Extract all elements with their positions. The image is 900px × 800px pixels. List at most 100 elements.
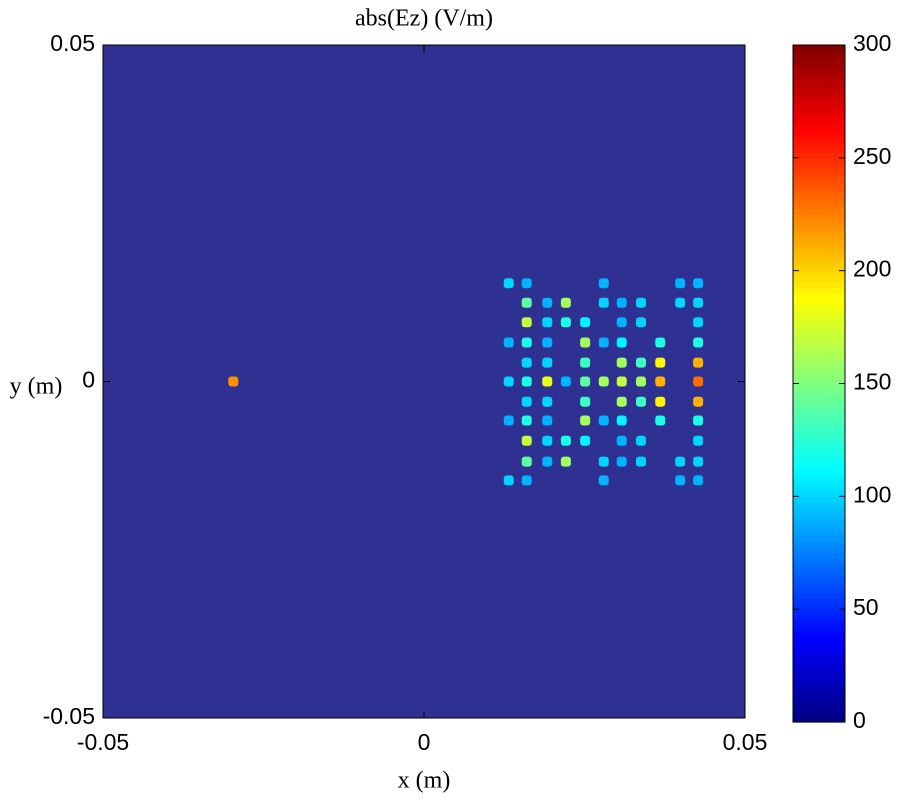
- colorbar-band: [793, 552, 845, 559]
- colorbar-band: [793, 468, 845, 475]
- hotspot: [521, 456, 532, 467]
- colorbar-band: [793, 248, 845, 255]
- colorbar-band: [793, 406, 845, 413]
- hotspot: [580, 337, 591, 348]
- colorbar-band: [793, 61, 845, 69]
- colorbar-band: [793, 293, 845, 300]
- hotspot: [598, 475, 609, 486]
- colorbar-band: [793, 614, 845, 622]
- colorbar-band: [793, 259, 845, 266]
- hotspot: [503, 337, 514, 348]
- hotspot: [635, 317, 646, 328]
- colorbar-band: [793, 456, 845, 464]
- hotspot: [580, 357, 591, 368]
- colorbar-band: [793, 152, 845, 159]
- colorbar-band: [793, 422, 845, 430]
- y-axis-label: y (m): [10, 374, 63, 400]
- hotspot: [693, 317, 704, 328]
- hotspot: [560, 317, 571, 328]
- colorbar-band: [793, 518, 845, 526]
- hotspot: [521, 435, 532, 446]
- colorbar-band: [793, 411, 845, 418]
- hotspot: [693, 278, 704, 289]
- hotspot: [693, 376, 704, 387]
- hotspot: [655, 415, 666, 426]
- colorbar-band: [793, 631, 845, 638]
- colorbar-band: [793, 56, 845, 63]
- colorbar-band: [793, 118, 845, 125]
- colorbar-band: [793, 643, 845, 650]
- x-tick-label: 0: [418, 729, 431, 755]
- colorbar-band: [793, 315, 845, 323]
- colorbar-band: [793, 157, 845, 165]
- hotspot: [521, 415, 532, 426]
- hotspot: [693, 297, 704, 308]
- colorbar-band: [793, 95, 845, 103]
- colorbar-tick-label: 300: [853, 30, 891, 56]
- colorbar-band: [793, 129, 845, 136]
- hotspot: [598, 337, 609, 348]
- colorbar-tick-label: 150: [853, 369, 891, 395]
- hotspot: [693, 435, 704, 446]
- colorbar-band: [793, 281, 845, 289]
- colorbar-band: [793, 338, 845, 345]
- colorbar-band: [793, 659, 845, 667]
- colorbar-band: [793, 214, 845, 221]
- hotspot: [616, 396, 627, 407]
- hotspot: [580, 376, 591, 387]
- colorbar-band: [793, 682, 845, 689]
- colorbar-band: [793, 671, 845, 678]
- colorbar-band: [793, 50, 845, 57]
- x-axis-label: x (m): [398, 768, 451, 794]
- colorbar-band: [793, 78, 845, 86]
- y-tick-label: 0.05: [50, 30, 95, 56]
- x-tick-label: -0.05: [77, 729, 129, 755]
- colorbar-band: [793, 169, 845, 176]
- colorbar-band: [793, 287, 845, 294]
- colorbar-band: [793, 180, 845, 187]
- colorbar-band: [793, 569, 845, 576]
- colorbar-band: [793, 626, 845, 633]
- hotspot: [542, 435, 553, 446]
- hotspot: [616, 415, 627, 426]
- hotspot: [635, 396, 646, 407]
- colorbar-band: [793, 547, 845, 554]
- colorbar-band: [793, 693, 845, 701]
- hotspot: [542, 337, 553, 348]
- colorbar-band: [793, 101, 845, 108]
- colorbar-band: [793, 253, 845, 260]
- hotspot: [675, 278, 686, 289]
- hotspot: [693, 456, 704, 467]
- colorbar-band: [793, 564, 845, 571]
- hotspot: [693, 337, 704, 348]
- hotspot: [655, 337, 666, 348]
- colorbar-band: [793, 665, 845, 672]
- hotspot: [503, 376, 514, 387]
- hotspot: [542, 317, 553, 328]
- colorbar-band: [793, 231, 845, 238]
- colorbar-band: [793, 349, 845, 356]
- colorbar-band: [793, 400, 845, 407]
- plot-area: [102, 44, 746, 719]
- hotspot: [228, 376, 239, 387]
- hotspot: [635, 357, 646, 368]
- colorbar-band: [793, 45, 845, 52]
- colorbar-band: [793, 383, 845, 390]
- colorbar-band: [793, 191, 845, 198]
- colorbar-band: [793, 580, 845, 588]
- colorbar-band: [793, 270, 845, 277]
- colorbar-band: [793, 513, 845, 520]
- colorbar-band: [793, 535, 845, 543]
- colorbar-band: [793, 242, 845, 249]
- colorbar-band: [793, 575, 845, 582]
- hotspot: [675, 297, 686, 308]
- colorbar-band: [793, 219, 845, 227]
- colorbar-band: [793, 107, 845, 114]
- colorbar-band: [793, 473, 845, 481]
- hotspot: [560, 435, 571, 446]
- colorbar-band: [793, 298, 845, 306]
- colorbar-band: [793, 637, 845, 644]
- colorbar-band: [793, 163, 845, 170]
- colorbar-band: [793, 389, 845, 396]
